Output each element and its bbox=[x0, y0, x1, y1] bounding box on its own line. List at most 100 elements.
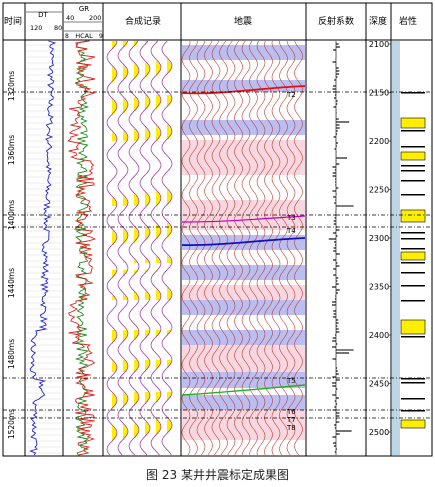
synthetic-fill bbox=[134, 296, 139, 298]
synthetic-fill bbox=[134, 103, 139, 105]
synthetic-fill bbox=[167, 103, 171, 105]
synthetic-fill bbox=[123, 75, 128, 77]
synthetic-fill bbox=[156, 261, 161, 263]
synthetic-fill bbox=[112, 402, 117, 404]
synthetic-fill bbox=[156, 296, 161, 298]
synthetic-fill bbox=[156, 235, 160, 237]
header-lithology: 岩性 bbox=[399, 15, 417, 27]
synthetic-fill bbox=[167, 99, 172, 101]
horizon-label: T2 bbox=[286, 91, 296, 99]
synthetic-fill bbox=[123, 204, 128, 206]
synthetic-fill bbox=[145, 131, 150, 133]
synthetic-fill bbox=[167, 422, 172, 424]
synthetic-fill bbox=[145, 129, 148, 131]
synthetic-fill bbox=[167, 261, 172, 263]
synthetic-fill bbox=[156, 129, 160, 131]
synthetic-fill bbox=[112, 71, 117, 73]
synthetic-fill bbox=[112, 75, 117, 77]
synthetic-fill bbox=[167, 61, 171, 63]
synthetic-fill bbox=[134, 332, 139, 334]
synthetic-fill bbox=[156, 420, 158, 422]
synthetic-fill bbox=[156, 398, 160, 400]
header-dt-scale-right: 80 bbox=[54, 24, 62, 32]
synthetic-fill bbox=[134, 270, 138, 272]
synthetic-fill bbox=[112, 434, 117, 436]
synthetic-fill bbox=[156, 225, 159, 227]
seismic-trace bbox=[249, 40, 258, 456]
synthetic-fill bbox=[112, 200, 116, 202]
synthetic-fill bbox=[123, 139, 128, 141]
synthetic-fill bbox=[134, 274, 135, 276]
synthetic-fill bbox=[112, 81, 113, 83]
depth-label: 2300 bbox=[369, 234, 389, 243]
synthetic-fill bbox=[134, 101, 139, 103]
synthetic-fill bbox=[112, 101, 115, 103]
synthetic-fill bbox=[134, 294, 137, 296]
synthetic-fill bbox=[156, 294, 161, 296]
synthetic-fill bbox=[167, 227, 172, 229]
synthetic-trace bbox=[128, 40, 140, 456]
synthetic-fill bbox=[145, 137, 150, 139]
depth-label: 2150 bbox=[369, 89, 389, 98]
synthetic-fill bbox=[145, 430, 150, 432]
synthetic-fill bbox=[123, 294, 125, 296]
synthetic-fill bbox=[145, 259, 148, 261]
synthetic-fill bbox=[156, 99, 161, 101]
lithology-line bbox=[401, 285, 425, 287]
header-row: 时间 DT 120 80 GR 40 200 HCAL 8 9 合成记录 地震 … bbox=[4, 5, 417, 40]
synthetic-fill bbox=[167, 225, 171, 227]
lithology-line bbox=[401, 194, 425, 196]
synthetic-fill bbox=[145, 394, 150, 396]
synthetic-fill bbox=[156, 227, 160, 229]
synthetic-fill bbox=[123, 370, 127, 372]
synthetic-fill bbox=[123, 406, 124, 408]
synthetic-fill bbox=[145, 202, 150, 204]
seismic-trace bbox=[211, 40, 221, 456]
synthetic-fill bbox=[112, 103, 117, 105]
synthetic-fill bbox=[134, 261, 137, 263]
synthetic-fill bbox=[145, 41, 148, 43]
synthetic-fill bbox=[112, 204, 117, 206]
synthetic-fill bbox=[134, 336, 138, 338]
header-hcal-scale-left: 8 bbox=[65, 33, 69, 40]
lithology-sand bbox=[400, 251, 426, 261]
synthetic-fill bbox=[145, 194, 148, 196]
synthetic-fill bbox=[145, 422, 147, 424]
synthetic-fill bbox=[123, 99, 126, 101]
synthetic-fill bbox=[123, 270, 128, 272]
synthetic-fill bbox=[123, 135, 128, 137]
lithology-line bbox=[401, 165, 425, 167]
synthetic-fill bbox=[156, 362, 161, 364]
synthetic-fill bbox=[123, 430, 128, 432]
synthetic-fill bbox=[134, 392, 137, 394]
seismic-trace bbox=[219, 40, 228, 456]
synthetic-fill bbox=[156, 95, 159, 97]
synthetic-fill bbox=[167, 231, 172, 233]
synthetic-fill bbox=[134, 396, 139, 398]
synthetic-fill bbox=[112, 202, 117, 204]
synthetic-fill bbox=[145, 360, 150, 362]
horizon-label: T6 bbox=[286, 408, 296, 416]
synthetic-fill bbox=[145, 235, 150, 237]
synthetic-fill bbox=[156, 434, 157, 436]
header-synthetic: 合成记录 bbox=[125, 15, 161, 27]
depth-track: 2100 2150 2200 2250 2300 2350 2400 2450 2500 bbox=[369, 40, 391, 437]
synthetic-fill bbox=[167, 131, 172, 133]
seismic-trace bbox=[181, 40, 191, 456]
synthetic-fill bbox=[134, 292, 135, 294]
synthetic-fill bbox=[112, 235, 117, 237]
synthetic-fill bbox=[123, 202, 128, 204]
synthetic-fill bbox=[134, 129, 136, 131]
synthetic-fill bbox=[145, 65, 149, 67]
seismic-horizon-red bbox=[181, 85, 306, 95]
synthetic-fill bbox=[167, 259, 172, 261]
synthetic-fill bbox=[112, 237, 117, 239]
synthetic-fill bbox=[156, 202, 160, 204]
synthetic-fill bbox=[134, 107, 138, 109]
synthetic-fill bbox=[112, 69, 116, 71]
synthetic-fill bbox=[145, 67, 150, 69]
synthetic-fill bbox=[112, 43, 117, 45]
synthetic-fill bbox=[134, 298, 139, 300]
